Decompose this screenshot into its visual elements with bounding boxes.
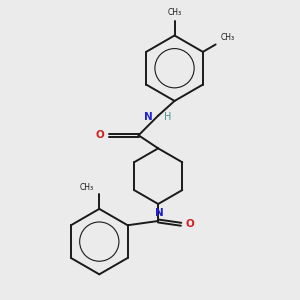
Text: N: N <box>143 112 152 122</box>
Text: CH₃: CH₃ <box>220 33 235 42</box>
Text: N: N <box>155 208 164 218</box>
Text: CH₃: CH₃ <box>167 8 182 17</box>
Text: O: O <box>186 219 195 229</box>
Text: H: H <box>164 112 171 122</box>
Text: O: O <box>95 130 104 140</box>
Text: CH₃: CH₃ <box>79 182 93 191</box>
